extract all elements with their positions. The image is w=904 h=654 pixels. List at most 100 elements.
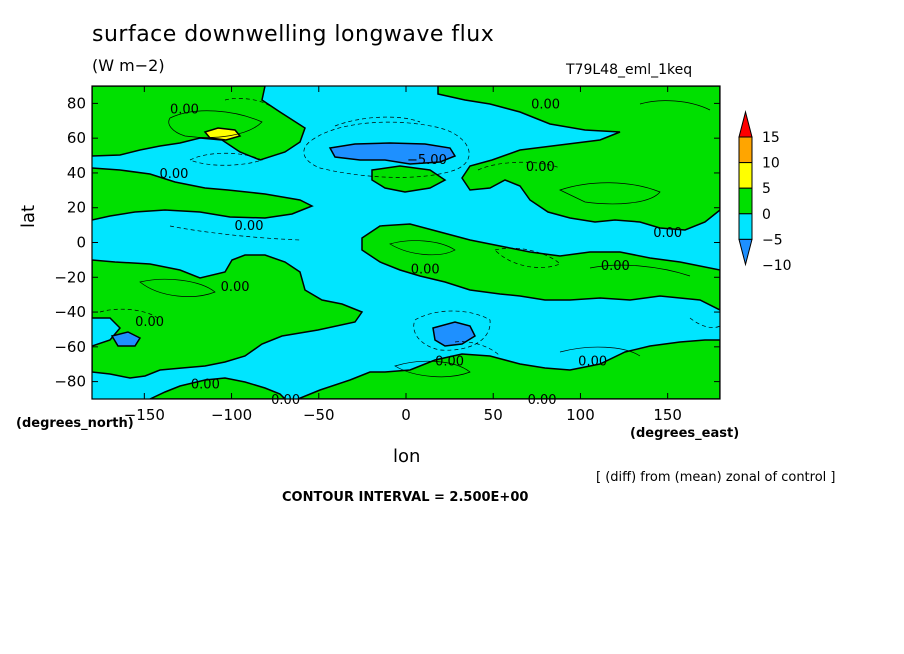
contour-label: 0.00 xyxy=(271,393,300,408)
field-region-south-west-bottom xyxy=(149,377,287,399)
field-region-negative-south xyxy=(432,321,476,347)
colorbar-box xyxy=(738,187,753,215)
colorbar-label: 15 xyxy=(762,130,780,146)
contour-label-text: 0.00 xyxy=(653,226,682,241)
contour-label: 0.00 xyxy=(531,97,560,112)
contour-neg-equator-1 xyxy=(169,225,301,241)
contour-label-text: 0.00 xyxy=(170,103,199,118)
y-tick-label: 20 xyxy=(67,199,86,217)
contour-label: 0.00 xyxy=(528,393,557,408)
y-tick-label: 40 xyxy=(67,164,86,182)
contour-label-text: 0.00 xyxy=(526,160,555,175)
field-region-negative-southwest xyxy=(110,331,142,347)
contour-neg-south-4 xyxy=(689,317,720,328)
field-region-north-small xyxy=(371,165,447,193)
contour-neg-north-3 xyxy=(189,152,263,166)
contour-label-text: 0.00 xyxy=(601,259,630,274)
y-tick-label: −20 xyxy=(54,268,86,286)
contour-pos-central-1 xyxy=(389,240,456,256)
chart-units: (W m−2) xyxy=(92,56,165,75)
y-axis-units: (degrees_north) xyxy=(16,416,134,431)
contour-neg-equator-2 xyxy=(494,247,561,268)
field-region-negative-north xyxy=(328,142,457,165)
contour-label: 0.00 xyxy=(160,167,189,182)
chart-title: surface downwelling longwave flux xyxy=(92,22,495,47)
x-tick-label: 150 xyxy=(653,406,682,424)
field-region-west-band xyxy=(92,167,314,221)
contour-label: 0.00 xyxy=(435,355,464,370)
contour-neg-south-1 xyxy=(413,310,491,351)
contour-label: 0.00 xyxy=(191,377,220,392)
contour-pos-south-1 xyxy=(139,278,216,297)
y-tick-label: −80 xyxy=(54,373,86,391)
contour-neg-north-1 xyxy=(303,121,470,178)
contour-pos-south-2 xyxy=(394,360,471,378)
contour-label-text: −5.00 xyxy=(407,153,447,168)
colorbar-box xyxy=(738,136,753,164)
colorbar-label: 5 xyxy=(762,181,771,197)
contour-label: 0.00 xyxy=(170,103,199,118)
contour-label: 0.00 xyxy=(221,280,250,295)
contour-label-text: 0.00 xyxy=(221,280,250,295)
contour-label-text: 0.00 xyxy=(435,355,464,370)
contour-neg-north-4 xyxy=(224,98,271,107)
contour-label: 0.00 xyxy=(135,315,164,330)
contour-label: 0.00 xyxy=(578,355,607,370)
colorbar-arrow-bottom xyxy=(738,238,753,267)
field-region-south-central xyxy=(297,339,720,399)
contour-label-text: 0.00 xyxy=(528,393,557,408)
y-tick-label: 80 xyxy=(67,94,86,112)
x-axis-label: lon xyxy=(393,446,421,467)
x-tick-label: −50 xyxy=(303,406,335,424)
field-region-positive-north xyxy=(203,127,242,141)
x-tick-label: 50 xyxy=(484,406,503,424)
field-region-south-west xyxy=(92,254,364,379)
x-tick-label: 0 xyxy=(401,406,411,424)
contour-pos-north-3 xyxy=(639,100,711,111)
x-tick-label: −150 xyxy=(124,406,165,424)
contour-label-text: 0.00 xyxy=(191,377,220,392)
contour-label-text: 0.00 xyxy=(271,393,300,408)
contour-label: 0.00 xyxy=(526,160,555,175)
contour-neg-south-2 xyxy=(454,341,501,357)
colorbar-label: 0 xyxy=(762,207,771,223)
x-axis-units: (degrees_east) xyxy=(630,426,740,441)
contour-label-text: 0.00 xyxy=(235,219,264,234)
x-tick-label: −100 xyxy=(211,406,252,424)
contour-label-text: 0.00 xyxy=(578,355,607,370)
contour-label-text: 0.00 xyxy=(160,167,189,182)
contour-neg-north-2 xyxy=(334,116,421,127)
contour-label: 0.00 xyxy=(235,219,264,234)
colorbar-box xyxy=(738,162,753,189)
colorbar-label: −10 xyxy=(762,258,792,274)
contour-pos-north-2 xyxy=(559,182,661,205)
experiment-name: T79L48_eml_1keq xyxy=(566,62,693,78)
y-tick-label: −60 xyxy=(54,338,86,356)
contour-interval: CONTOUR INTERVAL = 2.500E+00 xyxy=(282,490,529,505)
colorbar-label: 10 xyxy=(762,156,780,172)
contour-neg-south-3 xyxy=(99,308,161,321)
contour-label: 0.00 xyxy=(653,226,682,241)
y-tick-label: 0 xyxy=(76,234,86,252)
y-tick-label: 60 xyxy=(67,129,86,147)
contour-pos-north-1 xyxy=(168,110,263,138)
contour-pos-central-2 xyxy=(589,264,691,277)
field-region-central-band xyxy=(361,223,720,311)
contour-label: −5.00 xyxy=(407,153,447,168)
colorbar-label: −5 xyxy=(762,232,783,248)
contour-pos-south-3 xyxy=(559,346,641,357)
contour-neg-north-5 xyxy=(477,161,561,171)
field-region-north-west xyxy=(92,86,306,161)
colorbar-arrow-top xyxy=(738,110,753,138)
x-tick-label: 100 xyxy=(566,406,595,424)
field-region-north-east xyxy=(437,86,720,231)
colorbar-box xyxy=(738,213,753,240)
contour-label: 0.00 xyxy=(411,263,440,278)
contour-label-text: 0.00 xyxy=(411,263,440,278)
y-tick-label: −40 xyxy=(54,303,86,321)
contour-label-text: 0.00 xyxy=(531,97,560,112)
annotation-note: [ (diff) from (mean) zonal of control ] xyxy=(596,470,836,485)
contour-label: 0.00 xyxy=(601,259,630,274)
contour-label-text: 0.00 xyxy=(135,315,164,330)
